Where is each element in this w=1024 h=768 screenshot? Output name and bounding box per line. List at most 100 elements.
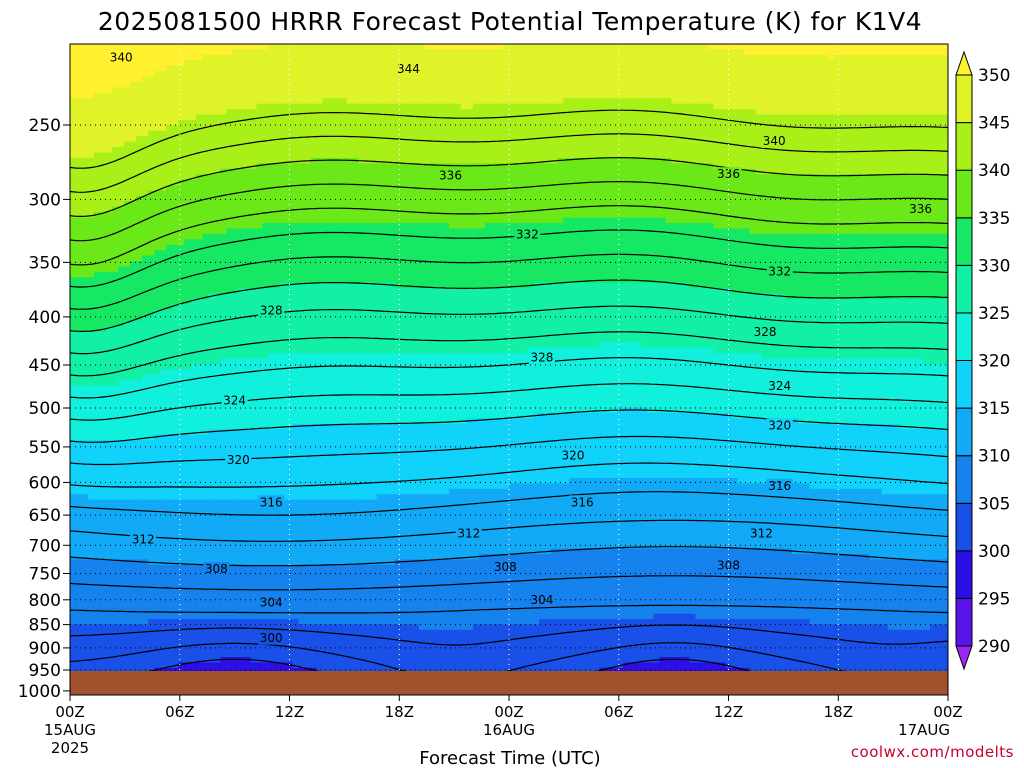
fill-cell xyxy=(923,157,931,164)
fill-cell xyxy=(761,87,769,94)
fill-cell xyxy=(881,114,889,121)
fill-cell xyxy=(671,136,678,143)
fill-cell xyxy=(863,206,871,213)
fill-cell xyxy=(761,163,769,170)
fill-cell xyxy=(791,217,799,224)
fill-cell xyxy=(587,141,594,148)
fill-cell xyxy=(617,60,624,67)
fill-cell xyxy=(827,136,835,143)
fill-cell xyxy=(677,212,684,219)
fill-cell xyxy=(605,179,612,186)
fill-cell xyxy=(647,163,654,170)
fill-cell xyxy=(280,168,288,175)
fill-cell xyxy=(767,201,775,208)
fill-cell xyxy=(136,65,143,72)
fill-cell xyxy=(599,206,606,213)
fill-cell xyxy=(551,179,558,186)
fill-cell xyxy=(569,223,576,230)
fill-cell xyxy=(743,76,751,83)
fill-cell xyxy=(605,119,612,126)
fill-cell xyxy=(340,185,348,192)
fill-cell xyxy=(196,141,203,148)
fill-cell xyxy=(941,206,948,213)
fill-cell xyxy=(382,54,390,61)
fill-cell xyxy=(581,223,588,230)
fill-cell xyxy=(815,130,823,137)
fill-cell xyxy=(238,54,245,61)
fill-cell xyxy=(202,103,209,110)
fill-cell xyxy=(202,217,209,224)
fill-cell xyxy=(490,109,498,116)
fill-cell xyxy=(557,92,564,99)
fill-cell xyxy=(202,212,209,219)
fill-cell xyxy=(833,49,841,56)
fill-cell xyxy=(671,98,678,105)
fill-cell xyxy=(322,103,330,110)
fill-cell xyxy=(851,174,859,181)
fill-cell xyxy=(857,179,865,186)
fill-cell xyxy=(286,152,294,159)
fill-cell xyxy=(653,201,660,208)
fill-cell xyxy=(881,54,889,61)
fill-cell xyxy=(941,152,948,159)
fill-cell xyxy=(136,81,143,88)
fill-cell xyxy=(376,60,384,67)
fill-cell xyxy=(268,201,276,208)
fill-cell xyxy=(545,130,552,137)
fill-cell xyxy=(665,157,672,164)
fill-cell xyxy=(869,125,877,132)
fill-cell xyxy=(725,157,733,164)
fill-cell xyxy=(869,147,877,154)
fill-cell xyxy=(118,195,125,202)
fill-cell xyxy=(551,49,558,56)
fill-cell xyxy=(521,163,528,170)
fill-cell xyxy=(208,98,215,105)
fill-cell xyxy=(851,206,859,213)
fill-cell xyxy=(635,185,642,192)
fill-cell xyxy=(929,174,937,181)
fill-cell xyxy=(809,212,817,219)
fill-cell xyxy=(136,87,143,94)
fill-cell xyxy=(629,60,636,67)
fill-cell xyxy=(430,103,438,110)
fill-cell xyxy=(887,92,895,99)
fill-cell xyxy=(76,163,83,170)
fill-cell xyxy=(250,141,258,148)
fill-cell xyxy=(833,174,841,181)
fill-cell xyxy=(262,206,270,213)
fill-cell xyxy=(424,81,432,88)
fill-cell xyxy=(454,141,462,148)
fill-cell xyxy=(689,44,697,51)
fill-cell xyxy=(352,44,360,51)
fill-cell xyxy=(533,98,540,105)
fill-cell xyxy=(929,125,937,132)
fill-cell xyxy=(617,81,624,88)
fill-cell xyxy=(557,87,564,94)
fill-cell xyxy=(370,65,378,72)
fill-cell xyxy=(647,71,654,78)
fill-cell xyxy=(322,174,330,181)
fill-cell xyxy=(346,60,354,67)
fill-cell xyxy=(70,174,77,181)
fill-cell xyxy=(406,103,414,110)
fill-cell xyxy=(587,190,594,197)
fill-cell xyxy=(94,157,101,164)
fill-cell xyxy=(869,114,877,121)
fill-cell xyxy=(617,163,624,170)
fill-cell xyxy=(214,228,221,235)
fill-cell xyxy=(196,98,203,105)
fill-cell xyxy=(106,190,113,197)
fill-cell xyxy=(274,98,282,105)
fill-cell xyxy=(460,141,468,148)
fill-cell xyxy=(671,190,678,197)
fill-cell xyxy=(629,147,636,154)
fill-cell xyxy=(557,60,564,67)
fill-cell xyxy=(701,217,709,224)
fill-cell xyxy=(184,125,191,132)
fill-cell xyxy=(466,92,474,99)
fill-cell xyxy=(533,152,540,159)
fill-cell xyxy=(190,136,197,143)
fill-cell xyxy=(881,136,889,143)
fill-cell xyxy=(539,65,546,72)
fill-cell xyxy=(713,185,721,192)
